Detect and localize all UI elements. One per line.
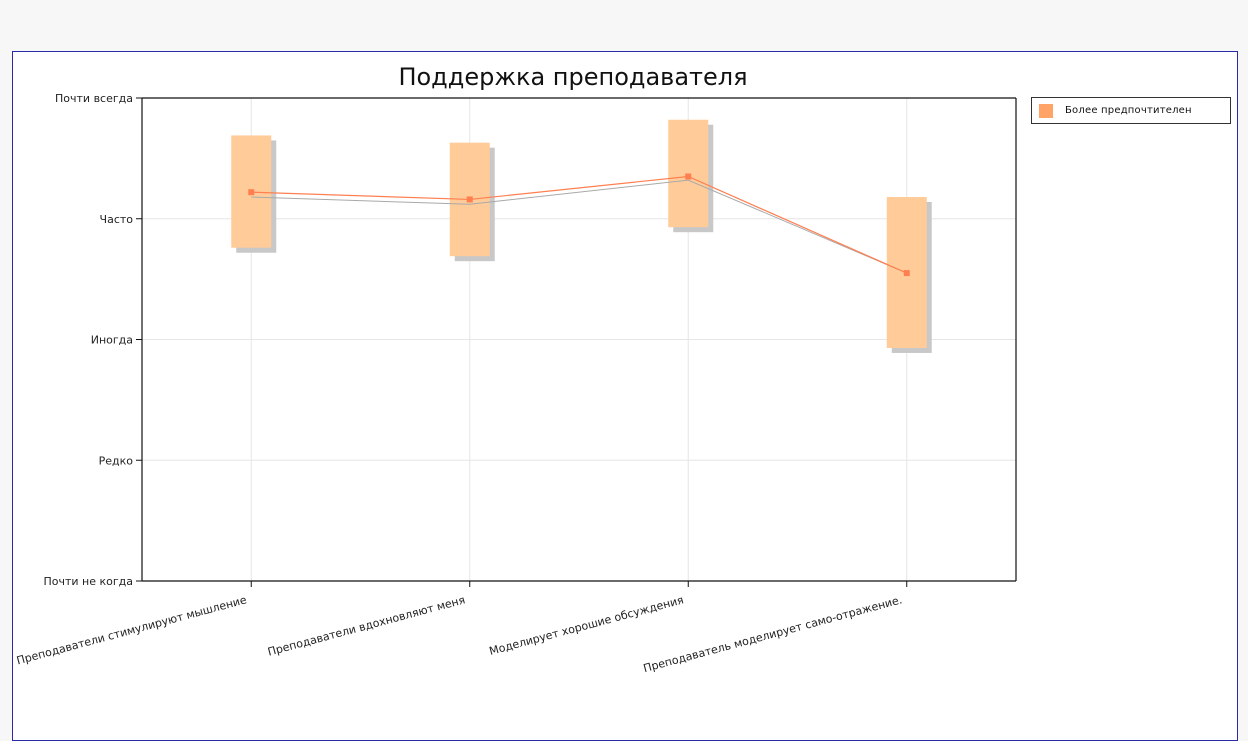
series-point xyxy=(466,196,473,203)
x-tick-label: Преподаватели вдохновляют меня xyxy=(266,593,466,658)
series-line xyxy=(251,175,907,274)
legend-swatch xyxy=(1039,103,1053,118)
chart-title: Поддержка преподавателя xyxy=(398,63,747,91)
series-point xyxy=(685,173,692,180)
y-tick-label: Редко xyxy=(99,454,134,467)
x-tick-label: Моделирует хорошие обсуждения xyxy=(488,593,685,657)
x-tick-label: Преподаватели стимулируют мышление xyxy=(15,593,248,667)
plot-area xyxy=(231,119,932,353)
series-point xyxy=(248,189,255,196)
y-tick-label: Почти не когда xyxy=(43,575,133,588)
y-tick-label: Иногда xyxy=(91,334,133,347)
legend-label: Более предпочтителен xyxy=(1065,105,1192,116)
chart-svg: Поддержка преподавателя Почти не когда Ре… xyxy=(15,63,1017,675)
legend: Более предпочтителен xyxy=(1031,97,1231,124)
y-tick-label: Часто xyxy=(100,213,134,226)
axes: Почти не когда Редко Иногда Часто Почти всег… xyxy=(15,92,1017,675)
y-tick-label: Почти всегда xyxy=(55,92,133,105)
series-point xyxy=(903,270,910,277)
range-box xyxy=(668,119,709,228)
secondary-line xyxy=(251,179,907,274)
chart-frame: Поддержка преподавателя Почти не когда Ре… xyxy=(12,51,1238,741)
